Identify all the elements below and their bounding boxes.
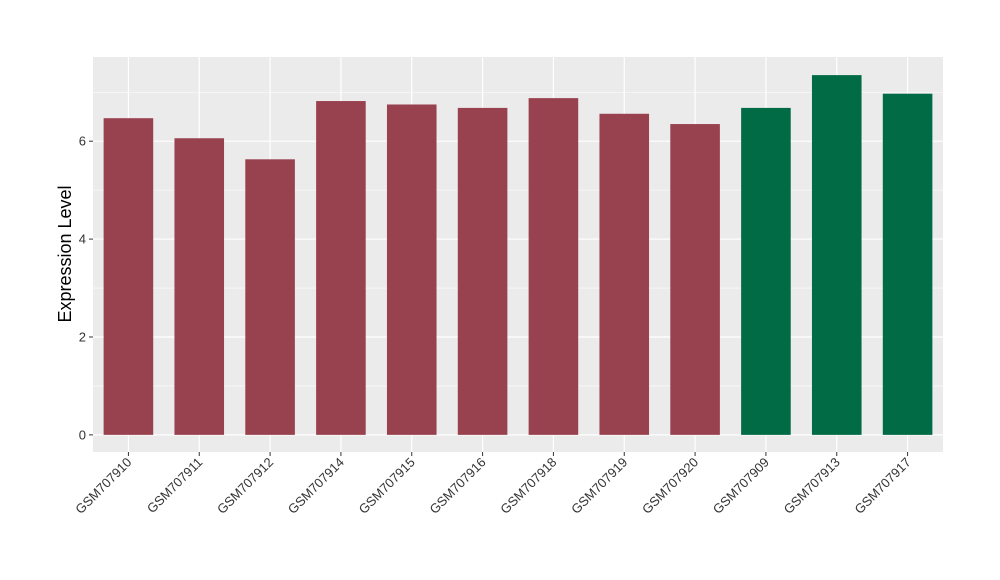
bar	[528, 98, 579, 435]
x-axis-ticks: GSM707910 GSM707911 GSM707912 GSM707914 GSM7…	[72, 452, 914, 517]
x-tick-label: GSM707917	[851, 455, 913, 517]
x-tick-label: GSM707920	[639, 455, 701, 517]
x-tick-label: GSM707910	[72, 455, 134, 517]
bar	[811, 75, 862, 435]
bar	[670, 124, 720, 435]
x-tick-label: GSM707909	[710, 455, 772, 517]
bar	[245, 159, 295, 435]
bar	[103, 118, 154, 435]
bar	[174, 138, 225, 435]
bar	[316, 101, 366, 435]
x-tick-label: GSM707915	[356, 455, 418, 517]
y-axis-title: Expression Level	[55, 185, 75, 322]
y-tick-label: 4	[79, 232, 86, 247]
minor-gridlines	[93, 91, 943, 387]
bar	[741, 107, 791, 435]
bar	[457, 107, 508, 435]
x-tick-label: GSM707911	[144, 455, 206, 517]
y-axis-ticks: 0 2 4 6	[79, 134, 93, 442]
x-tick-label: GSM707912	[214, 455, 276, 517]
bar	[599, 113, 650, 435]
bar	[386, 104, 437, 435]
x-tick-label: GSM707913	[781, 455, 843, 517]
bars	[103, 75, 933, 435]
x-tick-label: GSM707914	[285, 455, 347, 517]
y-tick-label: 0	[79, 427, 86, 442]
y-tick-label: 2	[79, 329, 86, 344]
x-tick-label: GSM707918	[497, 455, 559, 517]
x-tick-label: GSM707916	[426, 455, 488, 517]
y-tick-label: 6	[79, 134, 86, 149]
bar	[882, 93, 933, 435]
x-tick-label: GSM707919	[568, 455, 630, 517]
